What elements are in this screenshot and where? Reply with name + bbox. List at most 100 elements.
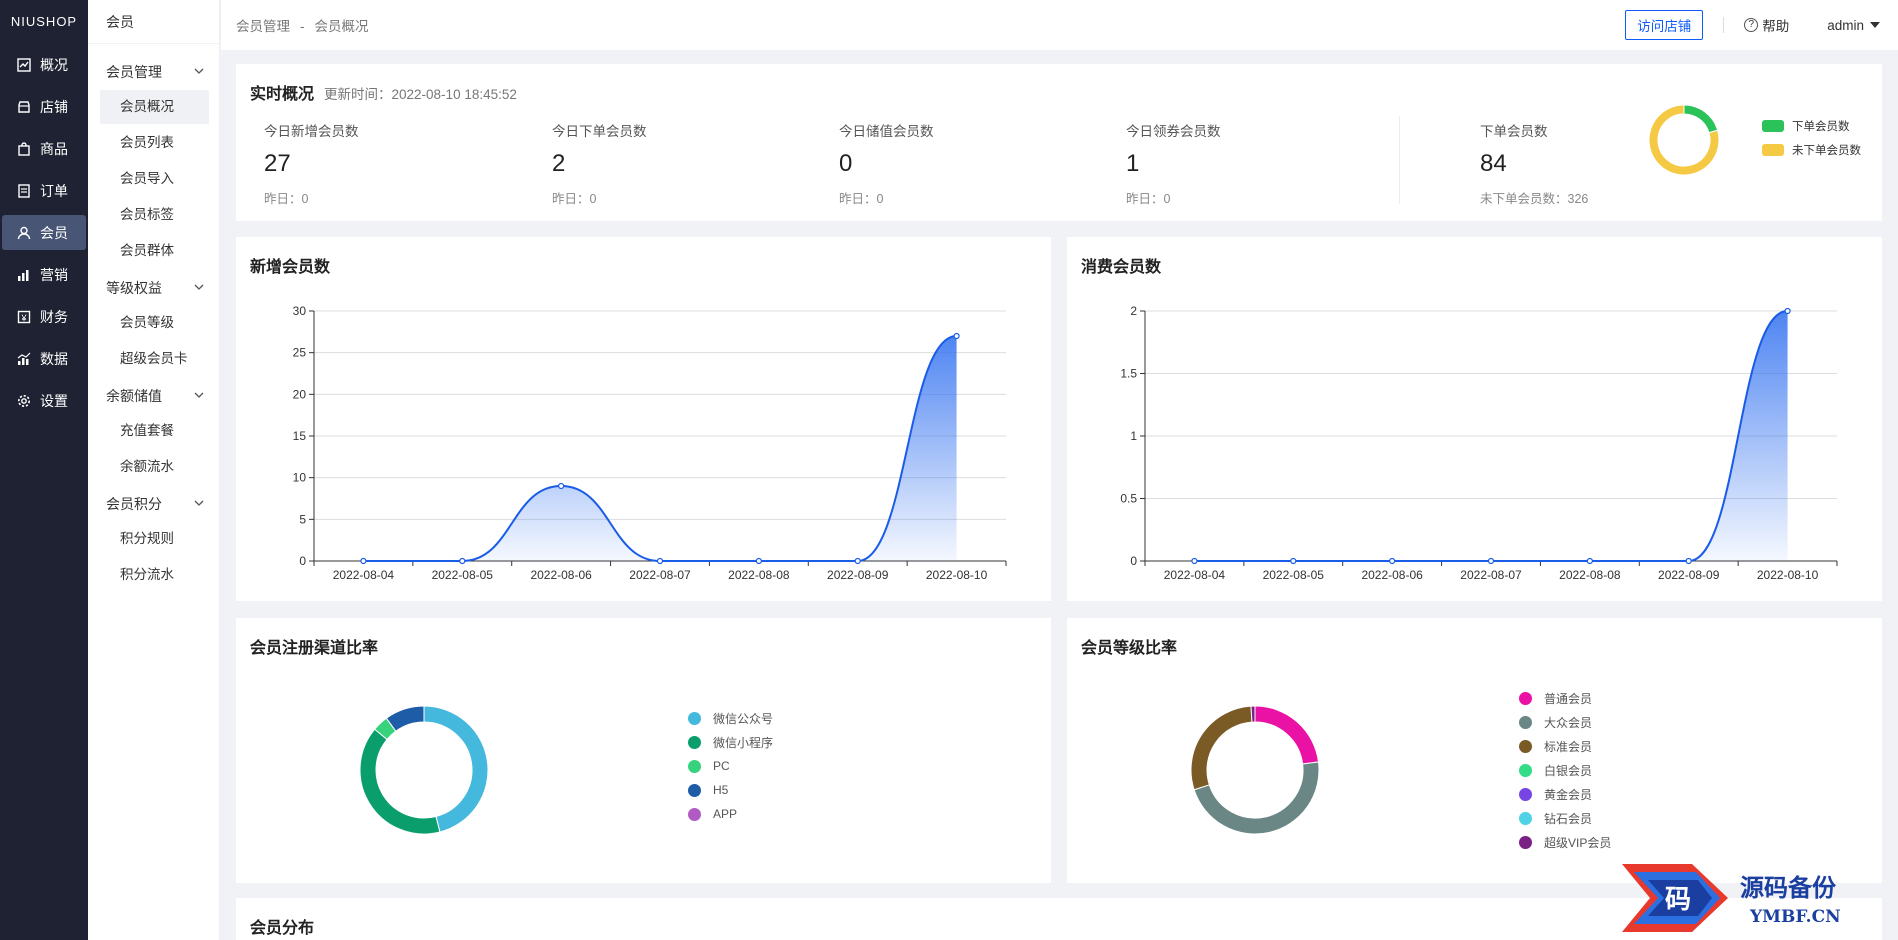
legend-label: 下单会员数: [1792, 121, 1850, 133]
legend-item[interactable]: 大众会员: [1519, 710, 1611, 734]
legend-item[interactable]: 普通会员: [1519, 686, 1611, 710]
legend-item[interactable]: APP: [688, 802, 773, 826]
submenu-item[interactable]: 充值套餐: [120, 423, 174, 438]
data-point: [755, 557, 762, 565]
legend-dot: [1519, 715, 1532, 729]
nav-item-label: 商品: [40, 140, 68, 157]
card-title: 消费会员数: [1081, 259, 1162, 276]
legend-label: 标准会员: [1544, 739, 1593, 754]
submenu-item[interactable]: 会员群体: [120, 243, 174, 258]
chevron-down-icon: [193, 496, 205, 512]
legend-label: 大众会员: [1544, 715, 1593, 730]
nav-item-order[interactable]: 订单: [2, 173, 86, 208]
stat-label: 今日下单会员数: [552, 124, 647, 139]
submenu-item[interactable]: 会员标签: [120, 207, 174, 222]
x-tick-label: 2022-08-07: [629, 568, 691, 582]
submenu-item[interactable]: 超级会员卡: [120, 351, 188, 366]
submenu-item[interactable]: 会员导入: [120, 171, 174, 186]
legend-item[interactable]: 超级VIP会员: [1519, 830, 1611, 854]
realtime-title: 实时概况: [250, 86, 315, 103]
user-menu[interactable]: admin: [1827, 18, 1880, 33]
help-link[interactable]: ? 帮助: [1744, 15, 1789, 35]
consume-members-chart: 0 0.5 1 1.5 2 2022-08-04 2022-08-05 2022-08-06 2…: [1120, 304, 1838, 582]
nav-item-goods[interactable]: 商品: [2, 131, 86, 166]
data-point: [1191, 557, 1198, 565]
legend-dot: [1519, 787, 1532, 801]
stat-value: 2: [552, 150, 566, 177]
submenu-item[interactable]: 积分流水: [120, 567, 174, 582]
distribution-card: 会员分布: [236, 898, 1882, 940]
watermark-logo: 码 源码备份 YMBF.CN: [1600, 858, 1898, 940]
submenu-item[interactable]: 余额流水: [120, 459, 174, 474]
legend-item[interactable]: H5: [688, 778, 773, 802]
level-ratio-card: 会员等级比率 普通会员大众会员标准会员白银会员 黄金会员钻石会员超级VIP会员: [1067, 618, 1882, 883]
series-area: [1194, 311, 1788, 561]
level-donut: [1190, 705, 1320, 835]
nav-item-user[interactable]: 会员: [2, 215, 86, 250]
x-tick-label: 2022-08-06: [530, 568, 592, 582]
caret-down-icon: [1870, 22, 1880, 28]
gear-icon: [16, 393, 32, 409]
new-members-chart: 0 5 10 15 20 25 30 2022-08-04 2022-08-05 2022-08-…: [293, 304, 1007, 582]
data-point: [1586, 557, 1593, 565]
y-tick-label: 5: [299, 512, 306, 526]
logo[interactable]: NIUSHOP: [10, 14, 78, 29]
legend-label: 超级VIP会员: [1544, 835, 1612, 850]
nav-item-label: 会员: [40, 224, 68, 241]
stat-value: 27: [264, 150, 291, 177]
submenu-group[interactable]: 等级权益: [88, 270, 219, 306]
legend-item[interactable]: 微信公众号: [688, 706, 773, 730]
nav-item-finance[interactable]: ¥ 财务: [2, 299, 86, 334]
nav-item-bar-chart[interactable]: 营销: [2, 257, 86, 292]
stat-label: 今日新增会员数: [264, 124, 359, 139]
y-tick-label: 25: [293, 346, 307, 360]
data-point: [656, 557, 664, 565]
submenu-item[interactable]: 会员列表: [120, 135, 174, 150]
legend-label: 钻石会员: [1544, 811, 1593, 826]
data-point: [1784, 307, 1791, 315]
legend-no-order-members: 未下单会员数: [1762, 142, 1861, 158]
help-label: 帮助: [1762, 19, 1790, 34]
x-tick-label: 2022-08-04: [1164, 568, 1226, 582]
update-time: 更新时间：2022-08-10 18:45:52: [324, 87, 517, 102]
nav-item-data[interactable]: 数据: [2, 341, 86, 376]
y-tick-label: 30: [293, 304, 307, 318]
stat-label: 今日储值会员数: [839, 124, 934, 139]
legend-item[interactable]: 钻石会员: [1519, 806, 1611, 830]
nav-item-label: 数据: [40, 350, 68, 367]
svg-text:¥: ¥: [20, 313, 27, 323]
legend-item[interactable]: PC: [688, 754, 773, 778]
legend-item[interactable]: 微信小程序: [688, 730, 773, 754]
nav-item-chart-line[interactable]: 概况: [2, 47, 86, 82]
data-point: [1290, 557, 1297, 565]
submenu-item[interactable]: 会员等级: [120, 315, 174, 330]
visit-store-button[interactable]: 访问店铺: [1625, 10, 1704, 40]
nav-item-shop[interactable]: 店铺: [2, 89, 86, 124]
submenu-item[interactable]: 会员概况: [100, 90, 209, 124]
breadcrumb-current: 会员概况: [314, 19, 369, 34]
donut-slice: [1683, 104, 1719, 134]
stat-sub: 未下单会员数：326: [1480, 192, 1589, 206]
stat-yesterday: 昨日：0: [839, 192, 884, 206]
legend-dot: [688, 783, 701, 797]
legend-item[interactable]: 黄金会员: [1519, 782, 1611, 806]
x-tick-label: 2022-08-09: [1658, 568, 1720, 582]
submenu-group[interactable]: 会员管理: [88, 54, 219, 90]
submenu-item[interactable]: 积分规则: [120, 531, 174, 546]
nav-item-gear[interactable]: 设置: [2, 383, 86, 418]
breadcrumb-parent[interactable]: 会员管理: [236, 19, 290, 34]
divider: [1723, 17, 1725, 33]
y-tick-label: 10: [293, 471, 307, 485]
chevron-down-icon: [193, 388, 205, 404]
submenu-group[interactable]: 会员积分: [88, 486, 219, 522]
legend-item[interactable]: 标准会员: [1519, 734, 1611, 758]
divider: [1399, 116, 1400, 204]
stat-value: 84: [1480, 150, 1507, 177]
data-point: [459, 557, 466, 565]
stat-yesterday: 昨日：0: [1126, 192, 1171, 206]
card-title: 会员分布: [250, 920, 315, 937]
card-title: 会员等级比率: [1081, 640, 1178, 657]
legend-item[interactable]: 白银会员: [1519, 758, 1611, 782]
legend-label: PC: [713, 759, 730, 773]
submenu-group[interactable]: 余额储值: [88, 378, 219, 414]
